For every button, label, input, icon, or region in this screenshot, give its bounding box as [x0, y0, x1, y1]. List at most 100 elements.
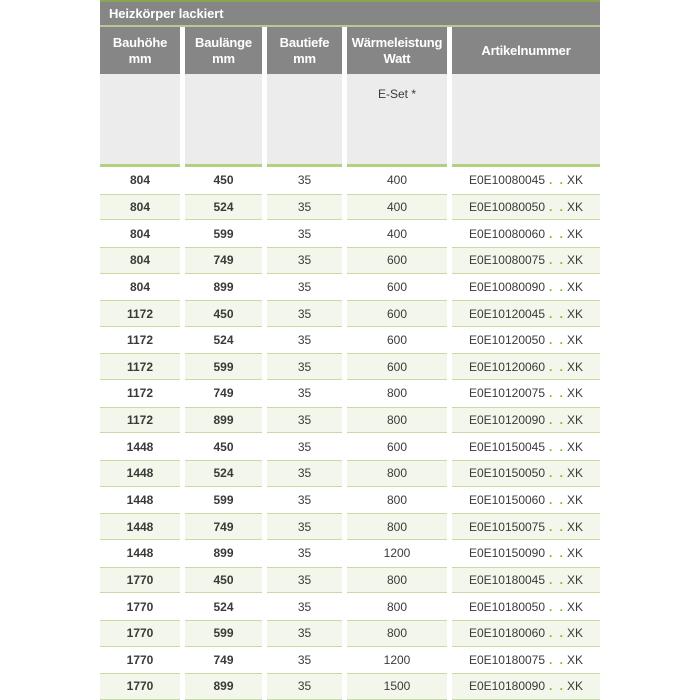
cell-bauhoehe: 1770 [100, 646, 180, 674]
color-code-dots: . . [549, 466, 566, 481]
artikel-suffix: XK [567, 599, 584, 614]
artikel-suffix: XK [567, 572, 584, 587]
cell-baulaenge: 899 [185, 539, 262, 567]
cell-waermeleistung: 800 [347, 406, 447, 434]
cell-waermeleistung: 400 [347, 167, 447, 194]
color-code-dots: . . [549, 493, 566, 507]
table-row: 1448 524 35 800 E0E10150050 . . XK [100, 460, 600, 487]
table-title: Heizkörper lackiert [109, 6, 224, 21]
cell-waermeleistung: 1500 [347, 673, 447, 700]
cell-waermeleistung: 800 [347, 593, 447, 620]
cell-bauhoehe: 1172 [100, 353, 180, 381]
artikel-suffix: XK [567, 626, 584, 641]
artikel-number: E0E10080045 [468, 173, 546, 188]
artikel-suffix: XK [567, 439, 584, 454]
cell-baulaenge: 524 [185, 193, 262, 221]
color-code-dots: . . [549, 199, 566, 214]
cell-baulaenge: 450 [185, 566, 262, 594]
color-code-dots: . . [549, 279, 566, 294]
cell-baulaenge: 524 [185, 460, 262, 487]
cell-waermeleistung: 800 [347, 566, 447, 594]
cell-bauhoehe: 1770 [100, 673, 180, 700]
cell-baulaenge: 524 [185, 593, 262, 620]
cell-artikelnummer: E0E10180090 . . XK [452, 673, 600, 700]
color-code-dots: . . [549, 679, 566, 694]
cell-bautiefe: 35 [267, 380, 342, 407]
color-code-dots: . . [549, 652, 566, 667]
radiator-spec-table: Heizkörper lackiert Bauhöhe mm Baulänge … [100, 0, 600, 700]
cell-artikelnummer: E0E10080060 . . XK [452, 220, 600, 247]
artikel-number: E0E10080060 [468, 226, 546, 241]
artikel-number: E0E10150060 [468, 493, 546, 507]
artikel-suffix: XK [567, 652, 584, 667]
column-header-line1: Wärmeleistung [351, 34, 443, 50]
artikel-suffix: XK [567, 279, 584, 294]
cell-baulaenge: 450 [185, 300, 262, 327]
artikel-number: E0E10180045 [468, 572, 546, 587]
cell-artikelnummer: E0E10150075 . . XK [452, 513, 600, 540]
cell-bauhoehe: 804 [100, 167, 180, 194]
cell-waermeleistung: 800 [347, 486, 447, 514]
cell-baulaenge: 599 [185, 220, 262, 247]
table-row: 1172 524 35 600 E0E10120050 . . XK [100, 326, 600, 354]
column-header-line1: Artikelnummer [481, 42, 571, 58]
artikel-number: E0E10120045 [468, 306, 546, 321]
artikel-number: E0E10080090 [468, 279, 546, 294]
cell-bauhoehe: 804 [100, 273, 180, 301]
artikel-number: E0E10150050 [468, 466, 546, 481]
cell-bauhoehe: 1770 [100, 593, 180, 620]
color-code-dots: . . [549, 599, 566, 614]
artikel-number: E0E10120050 [468, 333, 546, 348]
artikel-suffix: XK [567, 306, 584, 321]
cell-waermeleistung: 800 [347, 380, 447, 407]
cell-waermeleistung: 1200 [347, 539, 447, 567]
color-code-dots: . . [549, 386, 566, 401]
cell-artikelnummer: E0E10120060 . . XK [452, 353, 600, 381]
artikel-suffix: XK [567, 199, 584, 214]
cell-bautiefe: 35 [267, 167, 342, 194]
cell-artikelnummer: E0E10080090 . . XK [452, 273, 600, 301]
artikel-number: E0E10180050 [468, 599, 546, 614]
cell-baulaenge: 899 [185, 273, 262, 301]
cell-bauhoehe: 804 [100, 220, 180, 247]
cell-artikelnummer: E0E10080075 . . XK [452, 246, 600, 274]
cell-waermeleistung: 600 [347, 326, 447, 354]
artikel-suffix: XK [567, 493, 584, 507]
cell-bautiefe: 35 [267, 539, 342, 567]
color-code-dots: . . [549, 626, 566, 641]
table-row: 1172 450 35 600 E0E10120045 . . XK [100, 300, 600, 327]
table-row: 804 524 35 400 E0E10080050 . . XK [100, 193, 600, 221]
cell-artikelnummer: E0E10150090 . . XK [452, 539, 600, 567]
artikel-number: E0E10080050 [468, 199, 546, 214]
artikel-suffix: XK [567, 413, 584, 428]
column-header-bauhoehe: Bauhöhe mm [100, 27, 180, 74]
cell-bauhoehe: 1448 [100, 513, 180, 540]
cell-bautiefe: 35 [267, 246, 342, 274]
table-row: 1172 749 35 800 E0E10120075 . . XK [100, 380, 600, 407]
cell-bautiefe: 35 [267, 593, 342, 620]
cell-baulaenge: 599 [185, 353, 262, 381]
artikel-suffix: XK [567, 253, 584, 268]
top-accent-line [100, 0, 600, 2]
table-title-bar: Heizkörper lackiert [100, 2, 600, 25]
table-row: 1770 450 35 800 E0E10180045 . . XK [100, 566, 600, 594]
cell-baulaenge: 599 [185, 619, 262, 647]
cell-artikelnummer: E0E10150050 . . XK [452, 460, 600, 487]
cell-baulaenge: 524 [185, 326, 262, 354]
cell-bauhoehe: 1172 [100, 326, 180, 354]
column-header-bautiefe: Bautiefe mm [267, 27, 342, 74]
cell-bautiefe: 35 [267, 353, 342, 381]
artikel-number: E0E10180090 [468, 679, 546, 694]
artikel-suffix: XK [567, 226, 584, 241]
color-code-dots: . . [549, 439, 566, 454]
cell-baulaenge: 599 [185, 486, 262, 514]
cell-waermeleistung: 600 [347, 246, 447, 274]
cell-bauhoehe: 1448 [100, 460, 180, 487]
cell-artikelnummer: E0E10180060 . . XK [452, 619, 600, 647]
color-code-dots: . . [549, 572, 566, 587]
column-header-line2: mm [293, 50, 316, 66]
cell-baulaenge: 899 [185, 406, 262, 434]
cell-bautiefe: 35 [267, 406, 342, 434]
color-code-dots: . . [549, 306, 566, 321]
